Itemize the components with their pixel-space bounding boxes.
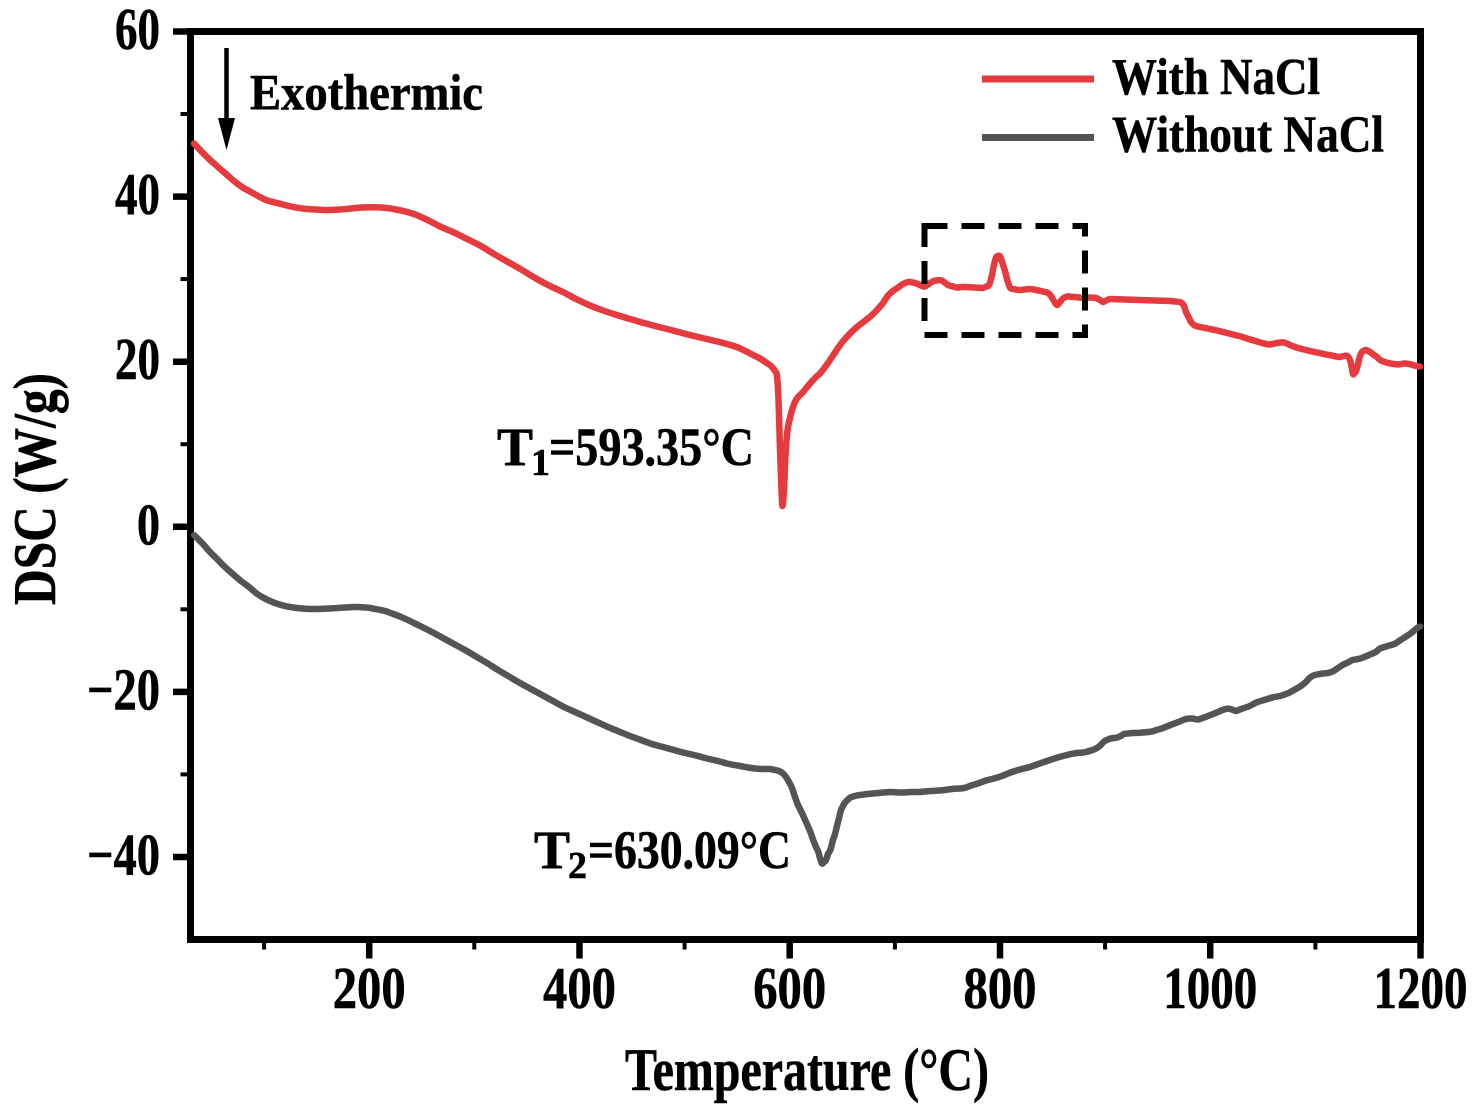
svg-text:60: 60 [115,0,160,62]
svg-text:800: 800 [964,955,1037,1021]
svg-text:T: T [534,820,570,880]
svg-text:1000: 1000 [1163,955,1257,1021]
svg-text:600: 600 [753,955,826,1021]
svg-text:=593.35°C: =593.35°C [549,417,754,477]
svg-text:200: 200 [333,955,406,1021]
svg-text:−40: −40 [87,822,160,888]
svg-text:40: 40 [115,161,160,227]
svg-text:With NaCl: With NaCl [1112,49,1320,106]
svg-text:400: 400 [543,955,616,1021]
svg-text:0: 0 [137,491,160,557]
svg-text:Without NaCl: Without NaCl [1112,107,1384,164]
svg-text:1200: 1200 [1374,955,1468,1021]
svg-text:T: T [497,417,533,477]
svg-text:1: 1 [531,442,550,484]
svg-text:20: 20 [115,326,160,392]
svg-text:Exothermic: Exothermic [250,66,483,122]
svg-text:=630.09°C: =630.09°C [588,820,791,880]
svg-text:2: 2 [568,845,587,887]
svg-text:Temperature (°C): Temperature (°C) [625,1037,989,1103]
svg-text:DSC (W/g): DSC (W/g) [2,373,68,605]
svg-text:−20: −20 [87,656,160,722]
